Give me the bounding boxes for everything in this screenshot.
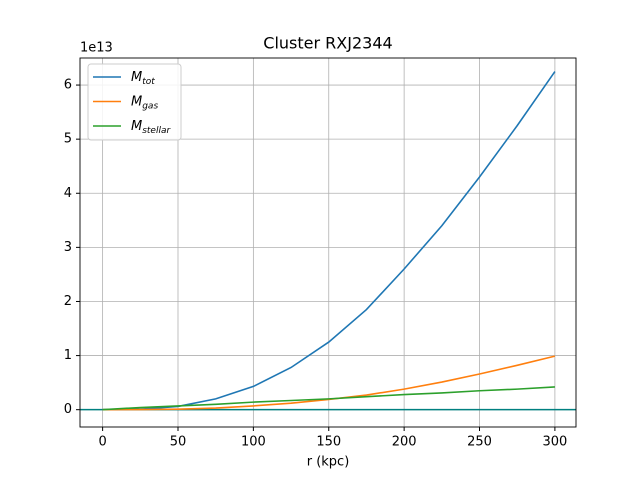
plot-frame: [79, 57, 577, 428]
legend-label: Mstellar: [131, 119, 171, 136]
y-tick-label: 5: [64, 132, 72, 147]
y-tick-label: 2: [64, 294, 72, 309]
x-axis-label: r (kpc): [307, 455, 350, 470]
y-offset-label: 1e13: [80, 41, 113, 56]
x-tick-label: 100: [241, 435, 266, 450]
x-tick-label: 300: [542, 435, 567, 450]
y-tick-label: 0: [64, 402, 72, 417]
y-tick-label: 3: [64, 240, 72, 255]
x-tick-label: 150: [316, 435, 341, 450]
y-tick-label: 1: [64, 348, 72, 363]
y-tick-label: 4: [64, 186, 72, 201]
y-tick-label: 6: [64, 78, 72, 93]
x-tick-label: 0: [98, 435, 106, 450]
data-line: [102, 386, 555, 411]
legend-label: Mgas: [131, 94, 158, 111]
x-tick-label: 50: [170, 435, 187, 450]
legend-box: [87, 63, 182, 141]
chart-title: Cluster RXJ2344: [263, 34, 392, 53]
x-tick-label: 250: [467, 435, 492, 450]
legend-label: Mtot: [131, 70, 155, 87]
x-tick-label: 200: [392, 435, 417, 450]
